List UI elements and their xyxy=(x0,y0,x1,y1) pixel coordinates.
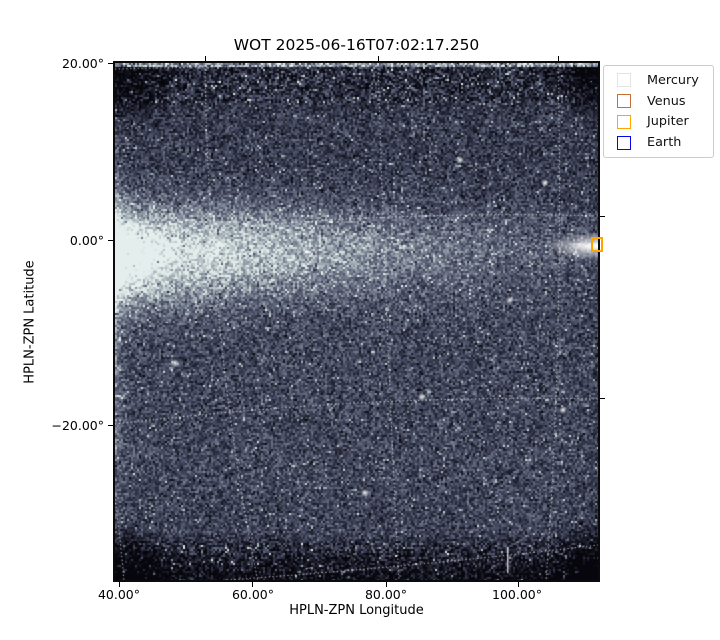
legend-item-earth: Earth xyxy=(604,132,713,153)
tick-mark xyxy=(205,56,207,63)
y-tick-label-0: 0.00° xyxy=(69,233,104,248)
plot-area xyxy=(113,61,600,582)
x-axis-label: HPLN-ZPN Longitude xyxy=(289,603,424,618)
tick-mark xyxy=(558,56,560,63)
tick-mark xyxy=(598,215,605,217)
legend: Mercury Venus Jupiter Earth xyxy=(603,65,714,158)
jupiter-swatch-icon xyxy=(617,114,631,129)
earth-swatch-icon xyxy=(617,135,631,150)
venus-swatch-icon xyxy=(617,94,631,109)
y-tick-label-neg20: −20.00° xyxy=(51,418,104,433)
legend-item-venus: Venus xyxy=(604,91,713,112)
tick-mark xyxy=(518,580,520,587)
tick-mark xyxy=(598,397,605,399)
plot-title: WOT 2025-06-16T07:02:17.250 xyxy=(233,36,480,54)
planet-marker-jupiter xyxy=(591,237,603,252)
tick-mark xyxy=(252,580,254,587)
legend-label: Mercury xyxy=(647,72,699,88)
legend-label: Venus xyxy=(647,93,686,109)
legend-item-jupiter: Jupiter xyxy=(604,112,713,133)
x-tick-label-100: 100.00° xyxy=(492,587,542,602)
x-tick-label-40: 40.00° xyxy=(97,587,141,602)
tick-mark xyxy=(108,62,115,64)
tick-mark xyxy=(108,239,115,241)
y-tick-label-20: 20.00° xyxy=(61,56,104,71)
legend-label: Earth xyxy=(647,135,682,151)
y-axis-label: HPLN-ZPN Latitude xyxy=(22,260,38,384)
tick-mark xyxy=(386,580,388,587)
sky-image-canvas xyxy=(115,63,598,580)
legend-label: Jupiter xyxy=(647,114,689,130)
tick-mark xyxy=(108,424,115,426)
x-tick-label-60: 60.00° xyxy=(231,587,275,602)
mercury-swatch-icon xyxy=(617,73,631,88)
x-tick-label-80: 80.00° xyxy=(364,587,408,602)
tick-mark xyxy=(119,580,121,587)
tick-mark xyxy=(378,56,380,63)
legend-item-mercury: Mercury xyxy=(604,70,713,91)
